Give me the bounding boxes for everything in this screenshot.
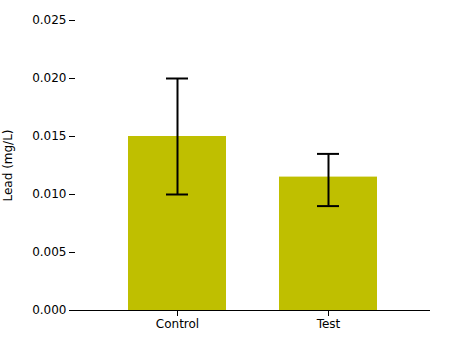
svg-text:0.015: 0.015: [32, 129, 66, 143]
svg-text:0.010: 0.010: [32, 187, 66, 201]
svg-text:0.025: 0.025: [32, 13, 66, 27]
svg-text:0.000: 0.000: [32, 303, 66, 317]
svg-text:Lead (mg/L): Lead (mg/L): [1, 129, 15, 201]
svg-text:0.020: 0.020: [32, 71, 66, 85]
svg-text:0.005: 0.005: [32, 245, 66, 259]
svg-text:Control: Control: [156, 317, 199, 331]
svg-text:Test: Test: [316, 317, 341, 331]
